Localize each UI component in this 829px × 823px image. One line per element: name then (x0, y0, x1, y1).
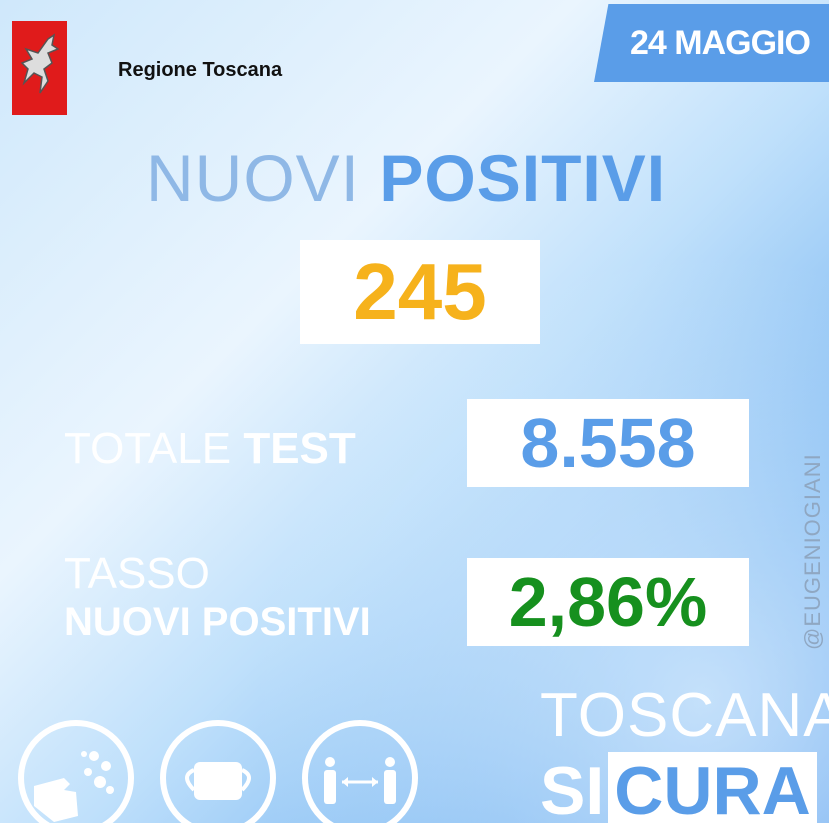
footer-line1: TOSCANA (540, 681, 829, 750)
footer-line2-plain: SI (540, 753, 605, 823)
pegasus-logo-icon (12, 21, 67, 115)
total-tests-label-bold: TEST (243, 424, 356, 473)
rate-label-line2: NUOVI POSITIVI (64, 600, 371, 644)
face-mask-icon (160, 720, 276, 823)
rate-label-line1: TASSO (64, 549, 210, 598)
total-tests-label-light: TOTALE (64, 424, 244, 473)
total-tests-value: 8.558 (467, 399, 749, 487)
watermark: @EUGENIOGIANI (800, 453, 825, 650)
page-title: NUOVI POSITIVI (146, 140, 666, 216)
title-bold: POSITIVI (379, 141, 667, 215)
footer-line2: SI CURA (540, 752, 817, 823)
footer-line2-boxed: CURA (608, 752, 817, 823)
total-tests-label: TOTALE TEST (64, 424, 356, 474)
brand-name: Regione Toscana (118, 59, 283, 81)
title-light: NUOVI (146, 141, 380, 215)
rate-value: 2,86% (467, 558, 749, 646)
date-banner: 24 MAGGIO (594, 4, 829, 82)
social-distance-icon (302, 720, 418, 823)
new-positives-value: 245 (300, 240, 540, 344)
hand-wash-icon (18, 720, 134, 823)
rate-label: TASSO NUOVI POSITIVI (64, 550, 371, 646)
